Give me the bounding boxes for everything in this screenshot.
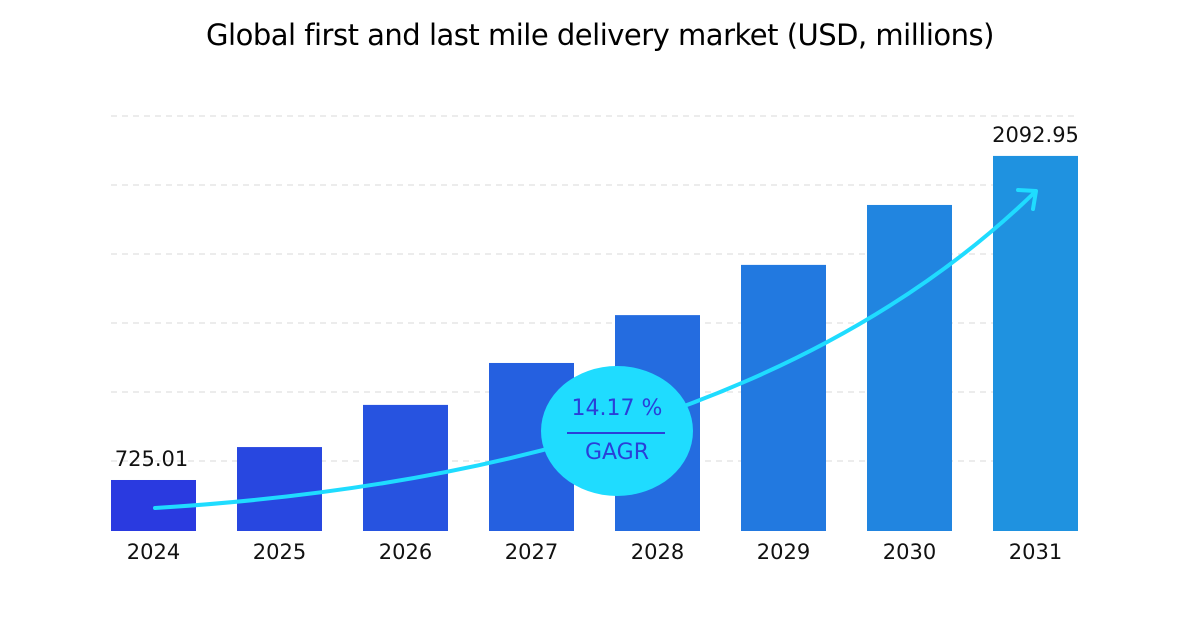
x-tick-label: 2028 bbox=[631, 540, 684, 564]
x-tick-label: 2031 bbox=[1009, 540, 1062, 564]
bar-2031 bbox=[993, 155, 1078, 531]
data-label: 725.01 bbox=[115, 447, 188, 471]
bar-2029 bbox=[741, 264, 826, 531]
arrowhead-icon bbox=[1016, 188, 1038, 211]
x-tick-label: 2026 bbox=[379, 540, 432, 564]
bar-2030 bbox=[867, 204, 952, 531]
bar-2025 bbox=[237, 447, 322, 531]
data-label: 2092.95 bbox=[992, 123, 1079, 147]
cagr-value: 14.17 % bbox=[571, 396, 663, 421]
cagr-badge: 14.17 % GAGR bbox=[541, 366, 693, 496]
chart-title: Global first and last mile delivery mark… bbox=[206, 18, 994, 52]
bar-2026 bbox=[363, 404, 448, 531]
x-tick-label: 2030 bbox=[883, 540, 936, 564]
cagr-label: GAGR bbox=[584, 440, 650, 465]
x-tick-label: 2025 bbox=[253, 540, 306, 564]
x-tick-label: 2029 bbox=[757, 540, 810, 564]
x-tick-label: 2024 bbox=[127, 540, 180, 564]
x-tick-label: 2027 bbox=[505, 540, 558, 564]
cagr-divider bbox=[567, 432, 665, 434]
